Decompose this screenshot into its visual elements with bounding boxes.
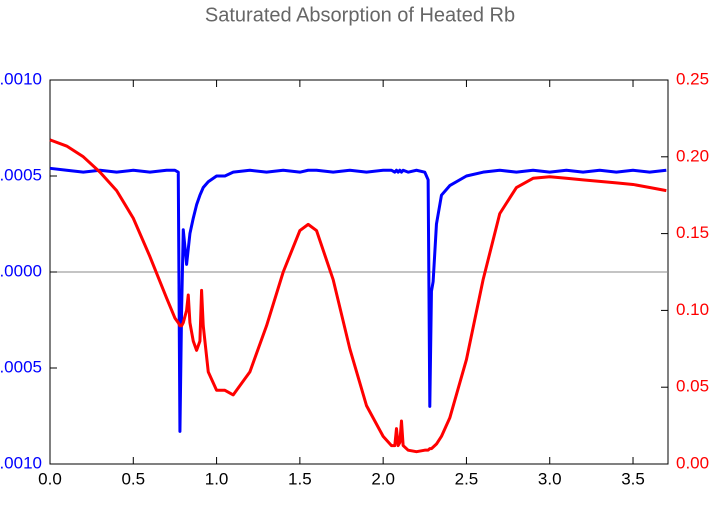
series-line xyxy=(49,166,667,433)
x-tick-label: 3.0 xyxy=(538,469,562,488)
y2-tick-label: 0.00 xyxy=(676,453,709,472)
y-tick-label: -0.0005 xyxy=(0,357,42,376)
y2-tick-label: 0.25 xyxy=(676,69,709,88)
series-line xyxy=(49,138,667,454)
chart-title: Saturated Absorption of Heated Rb xyxy=(205,4,515,26)
y-tick-label: 0.0000 xyxy=(0,261,42,280)
x-tick-label: 2.0 xyxy=(371,469,395,488)
x-tick-label: 1.0 xyxy=(205,469,229,488)
y-tick-label: 0.0005 xyxy=(0,165,42,184)
y-tick-label: -0.0010 xyxy=(0,453,42,472)
y2-tick-label: 0.10 xyxy=(676,300,709,319)
x-tick-label: 1.5 xyxy=(288,469,312,488)
y2-tick-label: 0.20 xyxy=(676,146,709,165)
y-tick-label: 0.0010 xyxy=(0,69,42,88)
x-tick-label: 3.5 xyxy=(621,469,645,488)
y2-tick-label: 0.05 xyxy=(676,377,709,396)
x-tick-label: 2.5 xyxy=(455,469,479,488)
x-tick-label: 0.5 xyxy=(121,469,145,488)
x-tick-label: 0.0 xyxy=(38,469,62,488)
y2-tick-label: 0.15 xyxy=(676,223,709,242)
